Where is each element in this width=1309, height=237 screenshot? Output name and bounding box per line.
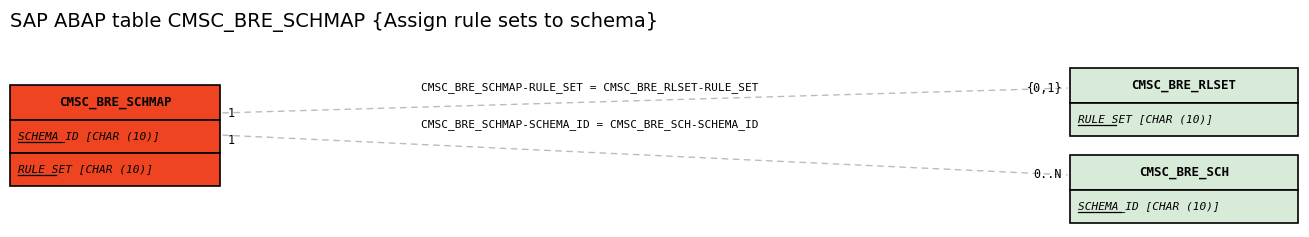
Text: CMSC_BRE_SCHMAP-RULE_SET = CMSC_BRE_RLSET-RULE_SET: CMSC_BRE_SCHMAP-RULE_SET = CMSC_BRE_RLSE… [421,82,759,93]
FancyBboxPatch shape [10,85,220,120]
FancyBboxPatch shape [10,120,220,153]
Text: SCHEMA_ID [CHAR (10)]: SCHEMA_ID [CHAR (10)] [1079,201,1220,212]
FancyBboxPatch shape [1069,68,1299,103]
FancyBboxPatch shape [1069,155,1299,190]
Text: CMSC_BRE_SCHMAP: CMSC_BRE_SCHMAP [59,96,171,109]
Text: RULE_SET [CHAR (10)]: RULE_SET [CHAR (10)] [1079,114,1213,125]
Text: CMSC_BRE_RLSET: CMSC_BRE_RLSET [1131,79,1237,92]
Text: RULE_SET [CHAR (10)]: RULE_SET [CHAR (10)] [18,164,153,175]
FancyBboxPatch shape [1069,190,1299,223]
Text: 1: 1 [228,133,236,146]
Text: 1: 1 [228,106,236,119]
Text: SCHEMA_ID [CHAR (10)]: SCHEMA_ID [CHAR (10)] [18,131,160,142]
Text: 0..N: 0..N [1034,169,1062,182]
Text: SAP ABAP table CMSC_BRE_SCHMAP {Assign rule sets to schema}: SAP ABAP table CMSC_BRE_SCHMAP {Assign r… [10,12,658,32]
Text: {0,1}: {0,1} [1026,82,1062,95]
Text: CMSC_BRE_SCH: CMSC_BRE_SCH [1139,166,1229,179]
FancyBboxPatch shape [10,153,220,186]
FancyBboxPatch shape [1069,103,1299,136]
Text: CMSC_BRE_SCHMAP-SCHEMA_ID = CMSC_BRE_SCH-SCHEMA_ID: CMSC_BRE_SCHMAP-SCHEMA_ID = CMSC_BRE_SCH… [421,119,759,130]
